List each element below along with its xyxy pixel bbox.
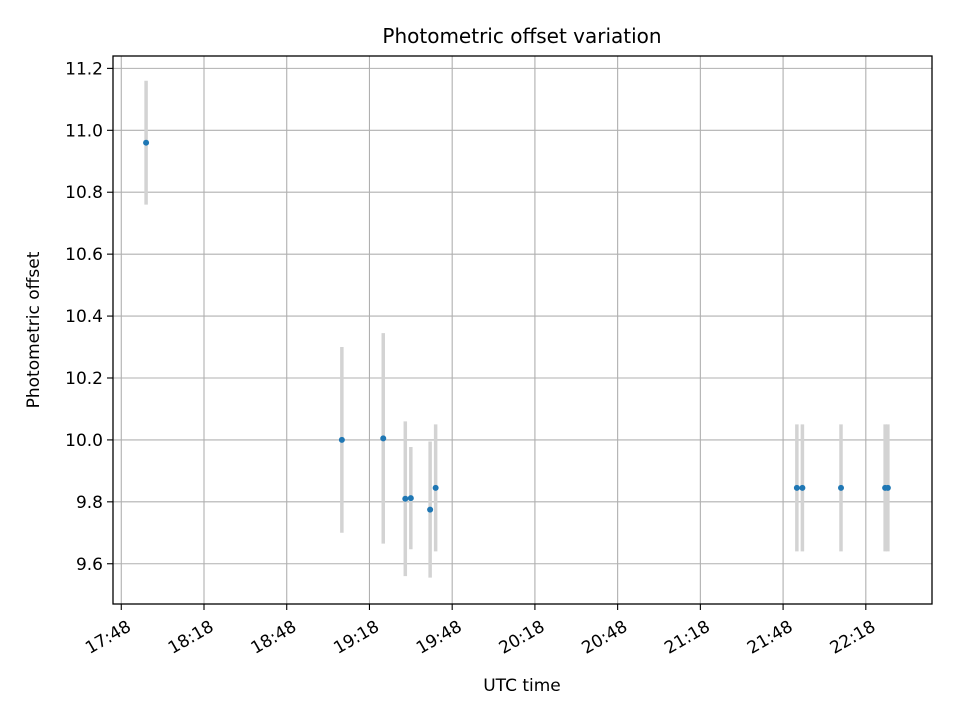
y-tick-label: 10.0 [65, 431, 103, 451]
y-tick-label: 11.0 [65, 121, 103, 141]
y-tick-label: 9.6 [76, 555, 103, 575]
y-tick-label: 10.4 [65, 307, 103, 327]
data-point [380, 435, 387, 442]
y-axis-label: Photometric offset [24, 251, 44, 408]
data-point [402, 495, 409, 502]
data-point [143, 139, 150, 146]
data-point [793, 484, 800, 491]
y-tick-label: 10.2 [65, 369, 103, 389]
data-point [407, 495, 414, 502]
y-tick-label: 11.2 [65, 59, 103, 79]
data-point [432, 484, 439, 491]
y-tick-label: 10.8 [65, 183, 103, 203]
y-tick-label: 9.8 [76, 493, 103, 513]
data-point [838, 484, 844, 491]
data-point [799, 484, 806, 491]
plot-frame [112, 55, 933, 605]
chart-title: Photometric offset variation [382, 24, 661, 48]
x-axis-label: UTC time [483, 676, 561, 696]
data-point [338, 436, 345, 443]
y-tick-label: 10.6 [65, 245, 103, 265]
data-point [427, 506, 434, 513]
point-layer [143, 139, 891, 513]
data-point [884, 484, 891, 491]
